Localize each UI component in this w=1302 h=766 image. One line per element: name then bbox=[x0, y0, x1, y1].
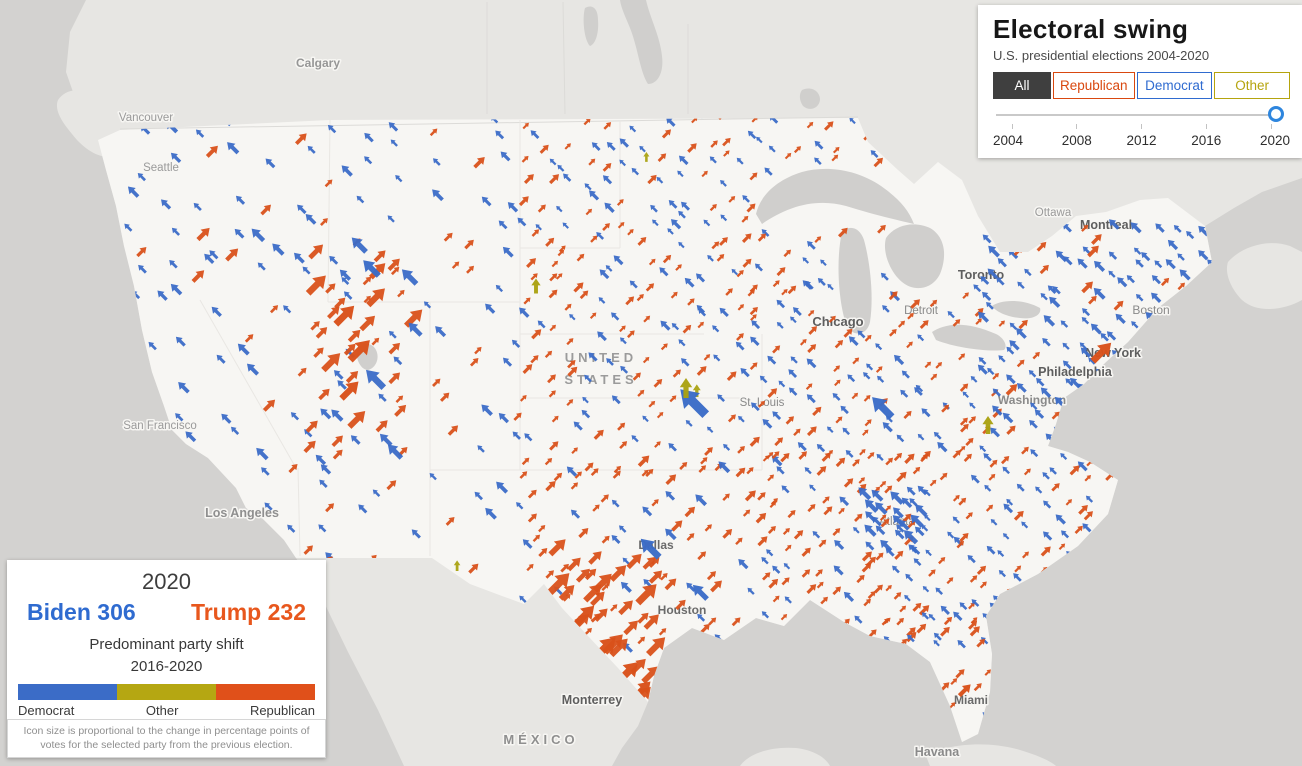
year-slider-handle[interactable] bbox=[1268, 106, 1284, 122]
city-label-los-angeles: Los Angeles bbox=[205, 506, 279, 520]
lake-manitoba bbox=[583, 6, 599, 46]
us-state-borders bbox=[199, 119, 763, 557]
democrat-result: Biden 306 bbox=[27, 599, 136, 625]
lake-erie bbox=[932, 324, 1006, 351]
region-label-méxico: MÉXICO bbox=[503, 732, 578, 747]
big-swing-arrows-layer[interactable] bbox=[330, 255, 1117, 703]
party-filter-group: All Republican Democrat Other bbox=[993, 72, 1291, 99]
big-swing-arrow[interactable] bbox=[344, 334, 376, 366]
year-slider-track[interactable] bbox=[996, 114, 1278, 116]
big-swing-arrow[interactable] bbox=[336, 376, 363, 403]
year-slider[interactable] bbox=[993, 106, 1290, 124]
city-label-seattle: Seattle bbox=[143, 162, 179, 174]
year-label-2004: 2004 bbox=[993, 133, 1024, 148]
big-swing-arrow[interactable] bbox=[679, 378, 693, 398]
filter-button-democrat[interactable]: Democrat bbox=[1136, 72, 1213, 99]
region-label-states: STATES bbox=[564, 372, 637, 387]
city-label-havana: Havana bbox=[915, 745, 961, 759]
year-label-2020: 2020 bbox=[1259, 133, 1290, 148]
year-label-2008: 2008 bbox=[1061, 133, 1092, 148]
results-legend-panel: 2020 Biden 306 Trump 232 Predominant par… bbox=[7, 560, 326, 758]
lakes bbox=[356, 0, 1041, 370]
year-tick bbox=[1011, 124, 1013, 129]
year-label-2016: 2016 bbox=[1191, 133, 1222, 148]
shift-title: Predominant party shift bbox=[89, 636, 244, 653]
canada-province-borders bbox=[119, 1, 859, 130]
lake-huron bbox=[884, 224, 945, 289]
year-tick bbox=[1076, 124, 1078, 129]
city-label-ottawa: Ottawa bbox=[1035, 207, 1072, 219]
shift-caption: Predominant party shift 2016-2020 bbox=[7, 634, 326, 678]
election-results: Biden 306 Trump 232 bbox=[7, 599, 326, 626]
big-swing-arrow[interactable] bbox=[689, 581, 712, 604]
filter-button-other[interactable]: Other bbox=[1214, 72, 1291, 99]
yucatan bbox=[740, 747, 830, 766]
nova-scotia bbox=[1226, 243, 1302, 310]
year-tick bbox=[1270, 124, 1272, 129]
democrat-bar-label: Democrat bbox=[18, 702, 75, 718]
city-label-monterrey: Monterrey bbox=[562, 693, 622, 707]
panel-title: Electoral swing bbox=[993, 14, 1189, 44]
year-tick bbox=[1205, 124, 1207, 129]
legend-year: 2020 bbox=[142, 569, 191, 594]
shift-range: 2016-2020 bbox=[130, 657, 203, 675]
big-swing-arrow[interactable] bbox=[635, 533, 665, 563]
other-bar-label: Other bbox=[145, 702, 179, 718]
big-swing-arrow[interactable] bbox=[956, 681, 974, 699]
other-color-swatch bbox=[117, 683, 216, 700]
big-swing-arrow[interactable] bbox=[358, 255, 383, 280]
city-label-calgary: Calgary bbox=[296, 56, 340, 70]
filter-button-all[interactable]: All bbox=[993, 72, 1051, 99]
lake-michigan bbox=[838, 227, 872, 334]
year-axis: 2004 2008 2012 2016 2020 bbox=[993, 124, 1290, 150]
lake-ontario bbox=[992, 301, 1041, 319]
big-swing-arrow[interactable] bbox=[1087, 337, 1117, 367]
city-label-vancouver: Vancouver bbox=[119, 112, 173, 124]
big-swing-arrow[interactable] bbox=[982, 416, 994, 434]
republican-color-swatch bbox=[216, 683, 315, 700]
panel-subtitle: U.S. presidential elections 2004-2020 bbox=[993, 48, 1210, 63]
city-label-philadelphia: Philadelphia bbox=[1038, 365, 1113, 379]
republican-bar-label: Republican bbox=[249, 702, 315, 718]
year-tick bbox=[1141, 124, 1142, 129]
lake-superior bbox=[756, 168, 914, 224]
big-swing-arrow[interactable] bbox=[531, 278, 541, 294]
big-swing-arrow[interactable] bbox=[330, 300, 360, 330]
city-label-san-francisco: San Francisco bbox=[123, 420, 197, 432]
cuba bbox=[926, 744, 1056, 766]
democrat-color-swatch bbox=[18, 683, 117, 700]
city-label-chicago: Chicago bbox=[812, 314, 863, 329]
lake-of-the-woods bbox=[799, 88, 820, 109]
big-swing-arrow[interactable] bbox=[866, 391, 898, 423]
electoral-swing-panel: Electoral swing U.S. presidential electi… bbox=[978, 5, 1302, 158]
party-color-bar bbox=[18, 683, 315, 700]
republican-result: Trump 232 bbox=[190, 599, 306, 625]
swing-arrows-layer[interactable] bbox=[85, 104, 1239, 724]
region-label-united: UNITED bbox=[565, 350, 637, 365]
city-label-montreal: Montreal bbox=[1080, 218, 1132, 232]
lake-winnipeg bbox=[620, 0, 663, 84]
filter-button-republican[interactable]: Republican bbox=[1053, 72, 1135, 99]
icon-size-note: Icon size is proportional to the change … bbox=[7, 718, 326, 758]
city-label-detroit: Detroit bbox=[904, 305, 939, 317]
year-label-2012: 2012 bbox=[1126, 133, 1157, 148]
city-label-boston: Boston bbox=[1132, 303, 1169, 317]
big-swing-arrow[interactable] bbox=[570, 600, 600, 630]
city-label-houston: Houston bbox=[658, 603, 707, 617]
party-color-bar-labels: Democrat Other Republican bbox=[18, 703, 315, 718]
